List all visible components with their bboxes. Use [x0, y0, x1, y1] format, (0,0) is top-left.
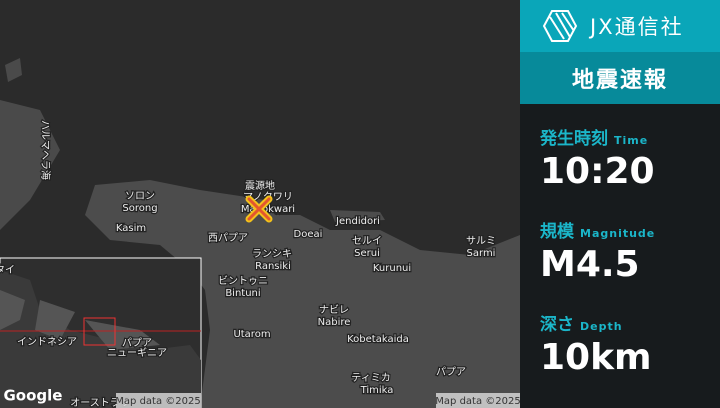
label-ja: 規模 — [540, 222, 574, 242]
info-item: 規模 Magnitude M4.5 — [520, 197, 720, 290]
map-label: Kobetakaida — [347, 334, 409, 345]
map-label: ソロン — [125, 191, 155, 202]
map-label: Doeai — [294, 229, 323, 240]
info-item: 深さ Depth 10km — [520, 290, 720, 383]
map-label: Utarom — [233, 329, 270, 340]
logo-text: JX通信社 — [590, 15, 684, 39]
inset-label: パプア — [122, 337, 152, 349]
label-en: Magnitude — [580, 227, 656, 240]
map-label: パプア — [436, 366, 466, 378]
info-value: 10km — [540, 337, 652, 378]
land — [85, 180, 520, 408]
logo: JX通信社 — [520, 0, 720, 52]
inset-attribution: Map data ©2025 — [115, 396, 200, 407]
logo-icon — [542, 10, 578, 42]
attribution: Map data ©2025 — [435, 396, 520, 407]
info-item: 発生時刻 Time 10:20 — [520, 104, 720, 197]
map-label: ティミカ — [351, 372, 390, 384]
map-label: ランシキ — [252, 248, 292, 260]
map-label: Sorong — [122, 203, 157, 214]
info-panel: JX通信社 地震速報 発生時刻 Time 10:20 規模 Magnitude M4.5 深… — [520, 0, 720, 408]
land — [0, 100, 60, 230]
label-ja: 深さ — [540, 315, 574, 335]
map-label: 西パプア — [208, 232, 248, 244]
map-label: ナビレ — [319, 304, 349, 316]
land — [330, 210, 385, 222]
attribution-bg — [436, 393, 520, 408]
map-label: Timika — [360, 385, 394, 396]
map-label: Kurunui — [373, 263, 411, 274]
info-value: M4.5 — [540, 244, 640, 285]
map-label: Jendidori — [335, 216, 380, 227]
inset-label: オーストラリ — [70, 397, 130, 408]
map-label: Kasim — [116, 223, 146, 234]
info-label: 規模 Magnitude — [540, 217, 720, 242]
label-en: Time — [614, 134, 649, 147]
map-label: Sarmi — [467, 248, 496, 259]
epicenter-label: 震源地 — [245, 179, 275, 192]
map-label: ビントゥニ — [218, 275, 268, 287]
map-label: Bintuni — [225, 288, 260, 299]
map-label: Ransiki — [255, 261, 291, 272]
inset-label: ニューギニア — [107, 347, 167, 359]
epicenter-marker — [245, 195, 273, 223]
map-label: ハルマヘラ海 — [39, 120, 52, 180]
label-en: Depth — [580, 320, 623, 333]
label-ja: 発生時刻 — [540, 129, 608, 149]
title: 地震速報 — [520, 52, 720, 104]
inset-label: タイ — [0, 264, 15, 276]
info-label: 発生時刻 Time — [540, 124, 720, 149]
map-label: サルミ — [466, 235, 496, 247]
land — [340, 244, 395, 254]
brand: Google — [4, 387, 63, 405]
info-value: 10:20 — [540, 151, 655, 192]
map: ハルマヘラ海ソロンSorongKasimマノクワリManokwari西パプアDo… — [0, 58, 520, 408]
map-label: Serui — [354, 248, 380, 259]
info-label: 深さ Depth — [540, 310, 720, 335]
map-label: セルイ — [352, 235, 382, 247]
map-label: Nabire — [318, 317, 351, 328]
land — [5, 58, 22, 82]
inset-label: インドネシア — [17, 336, 77, 348]
